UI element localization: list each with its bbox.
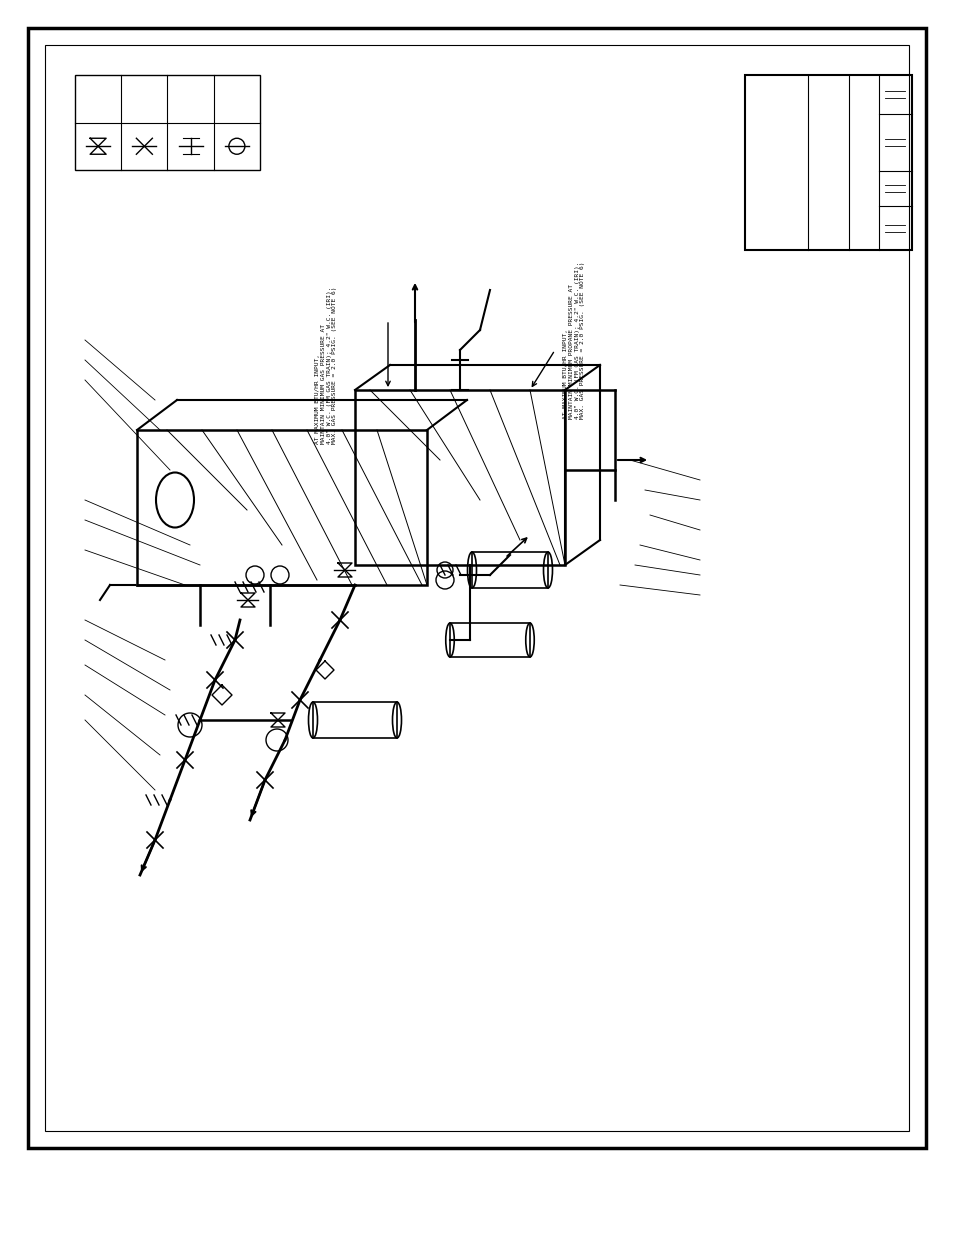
Text: AT MAXIMUM BTU/HR INPUT,
MAINTAIN MINIMUM PROPANE PRESSURE AT
4.0" W.C. (FM GAS : AT MAXIMUM BTU/HR INPUT, MAINTAIN MINIMU…	[562, 262, 585, 419]
Ellipse shape	[445, 622, 454, 657]
Bar	[45, 44, 908, 1131]
Bar	[75, 75, 260, 170]
Bar	[450, 622, 530, 657]
Text: AT MAXIMUM BTU/HR INPUT,
MAINTAIN MINIMUM GAS PRESSURE AT
4.0" W.C. (FM GAS TRAI: AT MAXIMUM BTU/HR INPUT, MAINTAIN MINIMU…	[314, 287, 337, 443]
Bar	[137, 430, 427, 585]
Ellipse shape	[467, 552, 476, 588]
Bar	[355, 390, 564, 564]
Bar	[313, 701, 396, 739]
Bar	[744, 75, 911, 249]
Bar	[472, 552, 547, 588]
Ellipse shape	[308, 701, 317, 739]
